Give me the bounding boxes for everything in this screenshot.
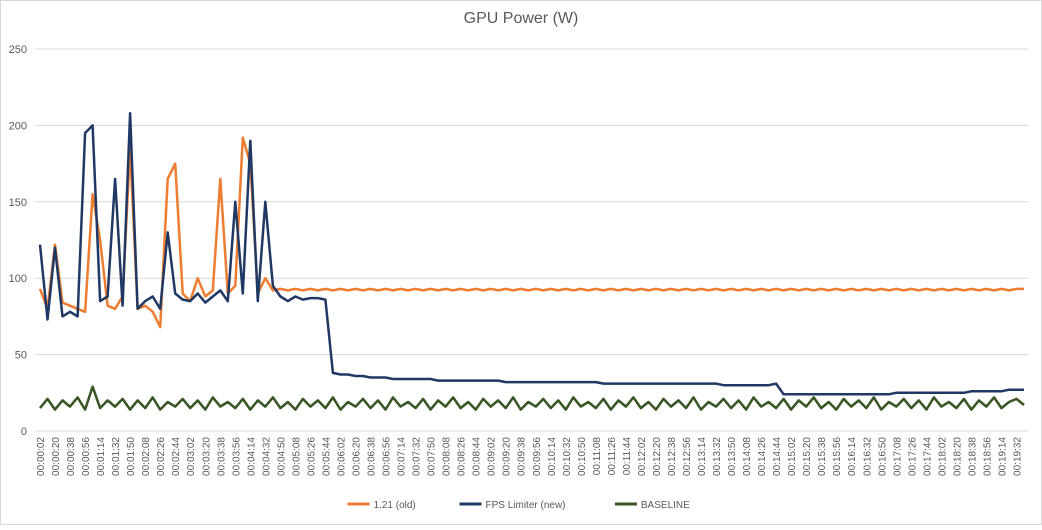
x-tick-label: 00:18:20: [952, 437, 963, 476]
y-tick-label: 150: [9, 197, 27, 209]
x-tick-label: 00:12:20: [652, 437, 663, 476]
x-tick-label: 00:01:32: [111, 437, 122, 476]
x-tick-label: 00:10:14: [547, 437, 558, 476]
x-tick-label: 00:11:26: [607, 437, 618, 476]
x-tick-label: 00:09:56: [532, 437, 543, 476]
x-tick-label: 00:09:02: [487, 437, 498, 476]
x-tick-label: 00:06:20: [351, 437, 362, 476]
x-tick-label: 00:06:38: [367, 437, 378, 476]
x-tick-label: 00:12:56: [682, 437, 693, 476]
x-tick-label: 00:15:02: [787, 437, 798, 476]
x-tick-label: 00:05:08: [291, 437, 302, 476]
x-tick-label: 00:06:56: [382, 437, 393, 476]
x-tick-label: 00:03:20: [201, 437, 212, 476]
x-tick-label: 00:16:32: [862, 437, 873, 476]
x-tick-label: 00:09:20: [502, 437, 513, 476]
x-tick-label: 00:15:56: [832, 437, 843, 476]
x-tick-label: 00:02:08: [141, 437, 152, 476]
x-tick-label: 00:03:38: [216, 437, 227, 476]
x-tick-label: 00:03:56: [231, 437, 242, 476]
x-tick-label: 00:07:32: [412, 437, 423, 476]
x-tick-label: 00:15:38: [817, 437, 828, 476]
series-line: [38, 111, 1024, 396]
x-tick-label: 00:08:26: [457, 437, 468, 476]
x-tick-label: 00:06:02: [336, 437, 347, 476]
y-tick-label: 100: [9, 273, 27, 285]
x-tick-label: 00:00:56: [81, 437, 92, 476]
x-tick-label: 00:10:50: [577, 437, 588, 476]
x-tick-label: 00:14:26: [757, 437, 768, 476]
x-tick-label: 00:01:50: [126, 437, 137, 476]
x-tick-label: 00:10:32: [562, 437, 573, 476]
legend-label: FPS Limiter (new): [486, 500, 566, 511]
series-line: [39, 385, 1025, 411]
x-tick-label: 00:08:08: [442, 437, 453, 476]
x-tick-label: 00:18:02: [937, 437, 948, 476]
x-tick-label: 00:17:26: [907, 437, 918, 476]
x-tick-label: 00:03:02: [186, 437, 197, 476]
legend-label: BASELINE: [641, 500, 690, 511]
x-tick-label: 00:13:14: [697, 437, 708, 476]
x-tick-label: 00:04:14: [246, 437, 257, 476]
x-tick-label: 00:02:26: [156, 437, 167, 476]
chart-title: GPU Power (W): [464, 10, 579, 27]
x-tick-label: 00:13:50: [727, 437, 738, 476]
x-tick-label: 00:16:50: [877, 437, 888, 476]
x-tick-label: 00:00:20: [51, 437, 62, 476]
x-tick-label: 00:07:50: [427, 437, 438, 476]
legend-label: 1.21 (old): [374, 500, 416, 511]
x-tick-label: 00:16:14: [847, 437, 858, 476]
x-tick-label: 00:00:38: [66, 437, 77, 476]
series-line: [38, 136, 1024, 329]
x-tick-label: 00:11:44: [622, 437, 633, 476]
x-tick-label: 00:12:38: [667, 437, 678, 476]
y-tick-label: 250: [9, 44, 27, 56]
y-tick-label: 200: [9, 120, 27, 132]
x-tick-label: 00:00:02: [36, 437, 47, 476]
x-tick-label: 00:19:32: [1012, 437, 1023, 476]
x-tick-label: 00:18:38: [967, 437, 978, 476]
x-tick-label: 00:17:44: [922, 437, 933, 476]
x-tick-label: 00:05:44: [321, 437, 332, 476]
x-tick-label: 00:11:08: [592, 437, 603, 476]
x-tick-label: 00:17:08: [892, 437, 903, 476]
x-tick-label: 00:15:20: [802, 437, 813, 476]
x-tick-label: 00:19:14: [997, 437, 1008, 476]
x-tick-label: 00:07:14: [397, 437, 408, 476]
x-tick-label: 00:01:14: [96, 437, 107, 476]
x-tick-label: 00:04:50: [276, 437, 287, 476]
y-tick-label: 0: [21, 426, 27, 438]
y-tick-label: 50: [15, 350, 27, 362]
x-tick-label: 00:04:32: [261, 437, 272, 476]
x-tick-label: 00:18:56: [982, 437, 993, 476]
x-tick-label: 00:13:32: [712, 437, 723, 476]
x-tick-label: 00:02:44: [171, 437, 182, 476]
x-tick-label: 00:14:08: [742, 437, 753, 476]
x-tick-label: 00:08:44: [472, 437, 483, 476]
x-tick-label: 00:09:38: [517, 437, 528, 476]
x-tick-label: 00:14:44: [772, 437, 783, 476]
x-tick-label: 00:05:26: [306, 437, 317, 476]
x-tick-label: 00:12:02: [637, 437, 648, 476]
